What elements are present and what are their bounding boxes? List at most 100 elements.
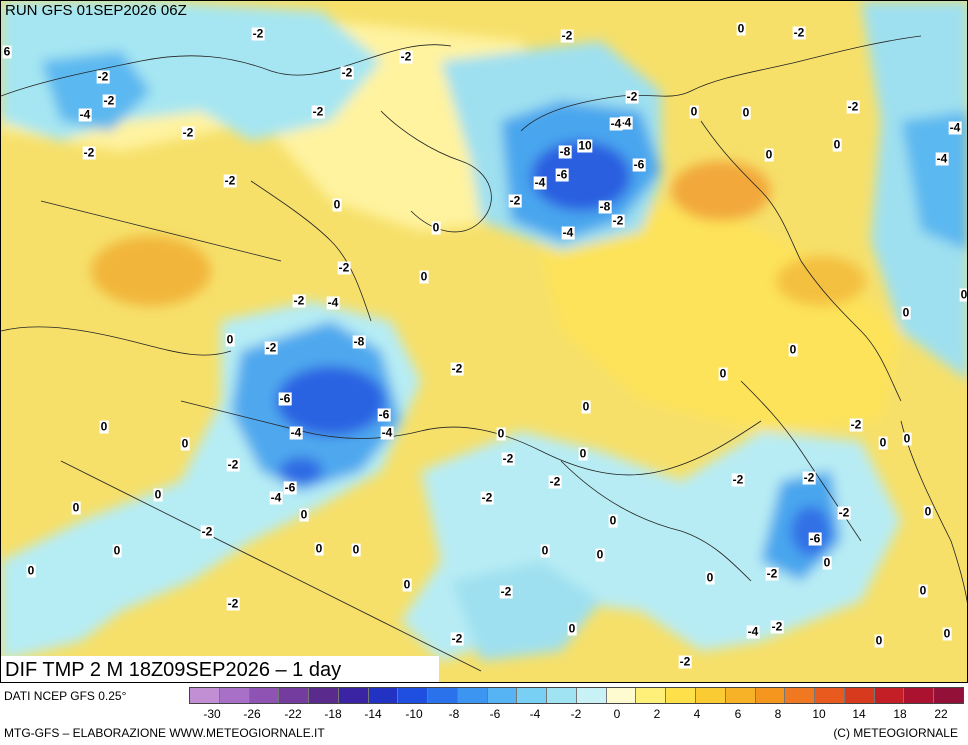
isotherm-value-label: -2 — [625, 89, 639, 104]
isotherm-value-label: -2 — [264, 340, 278, 355]
color-scale-swatch — [517, 688, 548, 703]
isotherm-value-label: -2 — [611, 213, 625, 228]
color-scale-swatch — [725, 688, 756, 703]
color-scale-tick-label: 2 — [653, 707, 661, 721]
isotherm-value-label: -2 — [251, 26, 265, 41]
isotherm-value-label: -4 — [380, 425, 394, 440]
isotherm-value-label: 0 — [314, 541, 324, 556]
color-scale-swatch — [398, 688, 429, 703]
color-scale-tick-label: 10 — [812, 707, 826, 721]
color-scale-tick-label: -2 — [570, 707, 582, 721]
isotherm-value-label: -4 — [78, 107, 92, 122]
isotherm-value-label: -2 — [181, 125, 195, 140]
isotherm-value-label: 0 — [736, 21, 746, 36]
color-scale-swatch — [309, 688, 339, 703]
isotherm-value-label: 0 — [705, 570, 715, 585]
isotherm-value-label: 0 — [112, 543, 122, 558]
isotherm-value-label: -2 — [846, 99, 860, 114]
color-scale-bar — [189, 687, 964, 704]
isotherm-value-label: 0 — [180, 436, 190, 451]
isotherm-value-label: 0 — [99, 419, 109, 434]
isotherm-value-label: -2 — [200, 524, 214, 539]
map-field — [1, 1, 967, 682]
isotherm-value-label: -2 — [499, 584, 513, 599]
data-source-label: DATI NCEP GFS 0.25° — [4, 689, 127, 703]
anomaly-shading — [1, 1, 967, 661]
color-scale-swatch — [666, 688, 697, 703]
isotherm-value-label: -6 — [808, 531, 822, 546]
isotherm-value-label: 0 — [959, 287, 968, 302]
isotherm-value-label: 0 — [878, 435, 888, 450]
color-scale-tick-label: 18 — [893, 707, 907, 721]
isotherm-value-label: -6 — [377, 407, 391, 422]
isotherm-value-label: 0 — [788, 342, 798, 357]
isotherm-value-label: -2 — [508, 193, 522, 208]
isotherm-value-label: -2 — [837, 505, 851, 520]
color-scale-swatch — [547, 688, 577, 703]
color-scale-swatch — [487, 688, 518, 703]
isotherm-value-label: -2 — [849, 417, 863, 432]
isotherm-value-label: -2 — [792, 25, 806, 40]
isotherm-value-label: -2 — [82, 145, 96, 160]
color-scale-swatch — [279, 688, 310, 703]
color-scale-swatch — [219, 688, 250, 703]
isotherm-value-label: -6 — [283, 480, 297, 495]
isotherm-value-label: -4 — [289, 425, 303, 440]
isotherm-value-label: 0 — [718, 366, 728, 381]
color-scale-tick-label: -22 — [284, 707, 302, 721]
isotherm-value-label: 0 — [901, 305, 911, 320]
isotherm-value-label: 0 — [764, 147, 774, 162]
isotherm-value-label: 0 — [419, 269, 429, 284]
isotherm-value-label: 0 — [595, 547, 605, 562]
isotherm-value-label: 0 — [874, 633, 884, 648]
isotherm-value-label: 0 — [153, 487, 163, 502]
color-scale-swatch — [755, 688, 786, 703]
isotherm-value-label: -2 — [96, 69, 110, 84]
isotherm-value-label: 0 — [923, 504, 933, 519]
color-scale-tick-label: 6 — [734, 707, 742, 721]
color-scale-ticks: -30-26-22-18-14-10-8-6-4-202468101418223… — [0, 707, 968, 721]
isotherm-value-label: -8 — [558, 144, 572, 159]
color-scale-tick-label: -30 — [203, 707, 221, 721]
isotherm-value-label: 0 — [496, 426, 506, 441]
isotherm-value-label: -2 — [223, 173, 237, 188]
isotherm-value-label: -2 — [501, 451, 515, 466]
isotherm-value-label: 0 — [351, 542, 361, 557]
isotherm-value-label: -2 — [731, 472, 745, 487]
isotherm-value-label: 0 — [918, 583, 928, 598]
isotherm-value-label: -8 — [352, 334, 366, 349]
color-scale-swatch — [904, 688, 935, 703]
isotherm-value-label: -2 — [226, 596, 240, 611]
isotherm-value-label: 0 — [608, 513, 618, 528]
isotherm-value-label: -2 — [548, 474, 562, 489]
color-scale-swatch — [874, 688, 905, 703]
isotherm-value-label: -2 — [678, 654, 692, 669]
color-scale-swatch — [606, 688, 637, 703]
isotherm-value-label: -2 — [450, 361, 464, 376]
isotherm-value-label: 0 — [431, 220, 441, 235]
isotherm-value-label: -2 — [226, 457, 240, 472]
color-scale-tick-label: -4 — [529, 707, 541, 721]
color-scale-swatch — [636, 688, 667, 703]
isotherm-value-label: -2 — [450, 631, 464, 646]
color-scale-swatch — [368, 688, 399, 703]
isotherm-value-label: -2 — [102, 93, 116, 108]
isotherm-value-label: -4 — [948, 120, 962, 135]
isotherm-value-label: -2 — [802, 470, 816, 485]
isotherm-value-label: -4 — [326, 295, 340, 310]
isotherm-value-label: -2 — [311, 104, 325, 119]
isotherm-value-label: -2 — [560, 28, 574, 43]
isotherm-value-label: -4 — [269, 490, 283, 505]
color-scale-tick-label: 14 — [852, 707, 866, 721]
color-scale-swatch — [249, 688, 280, 703]
color-scale-swatch — [844, 688, 875, 703]
isotherm-value-label: -6 — [278, 391, 292, 406]
isotherm-value-label: 0 — [71, 500, 81, 515]
color-scale-tick-label: -6 — [489, 707, 501, 721]
isotherm-value-label: -2 — [399, 49, 413, 64]
isotherm-value-label: 0 — [225, 332, 235, 347]
isotherm-value-label: -2 — [340, 65, 354, 80]
isotherm-value-label: 0 — [578, 446, 588, 461]
isotherm-value-label: 0 — [902, 431, 912, 446]
isotherm-value-label: 0 — [581, 399, 591, 414]
